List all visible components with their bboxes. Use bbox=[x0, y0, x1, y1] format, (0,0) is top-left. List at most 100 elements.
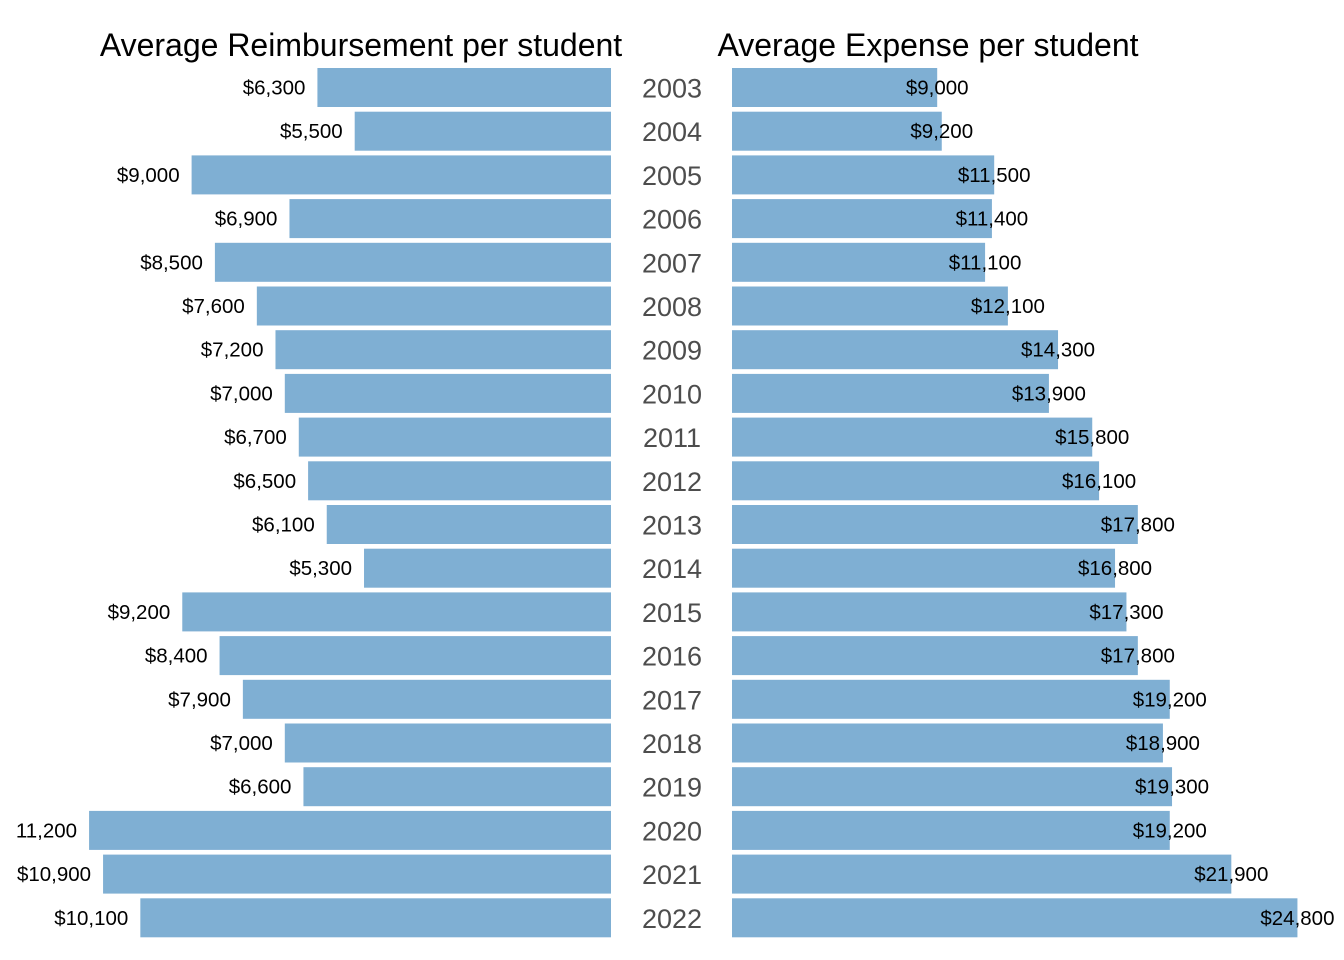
reimbursement-bar-2019 bbox=[303, 767, 611, 807]
year-label-2015: 2015 bbox=[642, 598, 702, 628]
year-label-2011: 2011 bbox=[643, 423, 701, 453]
reimbursement-bars: $6,300 $5,500 $9,000 $6,900 $8,500 $7,600 $7,2… bbox=[16, 68, 612, 938]
reimbursement-label-2022: $10,100 bbox=[54, 907, 128, 930]
expense-label-2017: $19,200 bbox=[1133, 688, 1207, 711]
expense-label-2004: $9,200 bbox=[910, 120, 973, 143]
reimbursement-label-2007: $8,500 bbox=[140, 251, 203, 274]
reimbursement-label-2018: $7,000 bbox=[210, 732, 273, 755]
year-label-2014: 2014 bbox=[642, 554, 702, 584]
expense-bar-2016 bbox=[732, 636, 1138, 676]
expense-bar-2008 bbox=[732, 286, 1008, 326]
reimbursement-label-2020: 11,200 bbox=[16, 819, 77, 842]
reimbursement-label-2015: $9,200 bbox=[108, 601, 171, 624]
reimbursement-label-2004: $5,500 bbox=[280, 120, 343, 143]
year-label-2022: 2022 bbox=[642, 904, 702, 934]
year-label-2018: 2018 bbox=[642, 729, 702, 759]
reimbursement-label-2012: $6,500 bbox=[233, 470, 296, 493]
reimbursement-label-2009: $7,200 bbox=[201, 339, 264, 362]
year-label-2007: 2007 bbox=[642, 248, 702, 278]
left-chart-title: Average Reimbursement per student bbox=[100, 27, 622, 63]
reimbursement-bar-2022 bbox=[140, 898, 611, 938]
expense-label-2006: $11,400 bbox=[956, 208, 1029, 231]
expense-label-2010: $13,900 bbox=[1012, 382, 1086, 405]
reimbursement-label-2019: $6,600 bbox=[229, 776, 292, 799]
expense-label-2009: $14,300 bbox=[1021, 339, 1095, 362]
year-label-2004: 2004 bbox=[642, 117, 702, 147]
expense-bar-2021 bbox=[732, 854, 1232, 894]
expense-bar-2004 bbox=[732, 111, 942, 151]
reimbursement-bar-2005 bbox=[191, 155, 611, 195]
expense-label-2011: $15,800 bbox=[1055, 426, 1129, 449]
year-label-2005: 2005 bbox=[642, 161, 702, 191]
year-label-2006: 2006 bbox=[642, 205, 702, 235]
expense-bar-2005 bbox=[732, 155, 995, 195]
reimbursement-bar-2020 bbox=[89, 810, 611, 850]
year-label-2013: 2013 bbox=[642, 511, 702, 541]
expense-bar-2012 bbox=[732, 461, 1100, 501]
reimbursement-bar-2011 bbox=[298, 417, 611, 457]
expense-label-2018: $18,900 bbox=[1126, 732, 1200, 755]
expense-bars: $9,000 $9,200 $11,500 $11,400 $11,100 $12,100… bbox=[732, 68, 1334, 938]
expense-label-2019: $19,300 bbox=[1135, 776, 1209, 799]
reimbursement-bar-2007 bbox=[214, 242, 611, 282]
expense-bar-2003 bbox=[732, 68, 938, 107]
reimbursement-bar-2015 bbox=[182, 592, 611, 632]
reimbursement-bar-2004 bbox=[354, 111, 611, 151]
reimbursement-label-2011: $6,700 bbox=[224, 426, 287, 449]
reimbursement-label-2010: $7,000 bbox=[210, 382, 273, 405]
year-label-2010: 2010 bbox=[642, 379, 702, 409]
reimbursement-bar-2014 bbox=[364, 548, 611, 588]
expense-bar-2009 bbox=[732, 330, 1059, 370]
reimbursement-bar-2012 bbox=[308, 461, 611, 501]
reimbursement-label-2003: $6,300 bbox=[243, 77, 306, 100]
reimbursement-label-2021: $10,900 bbox=[17, 863, 91, 886]
expense-bar-2018 bbox=[732, 723, 1163, 763]
expense-label-2003: $9,000 bbox=[906, 77, 969, 100]
expense-bar-2020 bbox=[732, 810, 1170, 850]
reimbursement-label-2008: $7,600 bbox=[182, 295, 245, 318]
reimbursement-label-2005: $9,000 bbox=[117, 164, 180, 187]
reimbursement-bar-2009 bbox=[275, 330, 611, 370]
year-label-2009: 2009 bbox=[642, 336, 702, 366]
reimbursement-label-2016: $8,400 bbox=[145, 645, 208, 668]
reimbursement-label-2017: $7,900 bbox=[168, 688, 231, 711]
expense-bar-2022 bbox=[732, 898, 1298, 938]
year-label-2017: 2017 bbox=[642, 685, 702, 715]
reimbursement-bar-2018 bbox=[284, 723, 611, 763]
year-label-2012: 2012 bbox=[642, 467, 702, 497]
expense-bar-2007 bbox=[732, 242, 986, 282]
year-label-2003: 2003 bbox=[642, 74, 702, 104]
reimbursement-bar-2013 bbox=[326, 505, 611, 544]
expense-label-2007: $11,100 bbox=[949, 251, 1022, 274]
right-chart-title: Average Expense per student bbox=[717, 27, 1138, 63]
year-labels: 2003 2004 2005 2006 2007 2008 2009 2010 2011 2012… bbox=[642, 74, 702, 934]
year-label-2021: 2021 bbox=[642, 860, 702, 890]
expense-label-2021: $21,900 bbox=[1194, 863, 1268, 886]
reimbursement-label-2013: $6,100 bbox=[252, 514, 315, 537]
expense-bar-2010 bbox=[732, 373, 1049, 413]
year-label-2020: 2020 bbox=[642, 816, 702, 846]
reimbursement-bar-2017 bbox=[242, 679, 612, 719]
expense-label-2005: $11,500 bbox=[958, 164, 1031, 187]
reimbursement-bar-2003 bbox=[317, 68, 611, 107]
expense-label-2013: $17,800 bbox=[1101, 514, 1175, 537]
expense-label-2020: $19,200 bbox=[1133, 819, 1207, 842]
expense-bar-2015 bbox=[732, 592, 1127, 632]
reimbursement-bar-2016 bbox=[219, 636, 611, 676]
expense-label-2012: $16,100 bbox=[1062, 470, 1136, 493]
reimbursement-bar-2008 bbox=[256, 286, 611, 326]
expense-label-2022: $24,800 bbox=[1260, 907, 1334, 930]
reimbursement-label-2006: $6,900 bbox=[215, 208, 278, 231]
expense-label-2015: $17,300 bbox=[1089, 601, 1163, 624]
expense-label-2014: $16,800 bbox=[1078, 557, 1152, 580]
reimbursement-bar-2006 bbox=[289, 199, 611, 239]
expense-bar-2019 bbox=[732, 767, 1173, 807]
expense-bar-2017 bbox=[732, 679, 1170, 719]
reimbursement-bar-2021 bbox=[103, 854, 611, 894]
expense-bar-2006 bbox=[732, 199, 992, 239]
year-label-2016: 2016 bbox=[642, 642, 702, 672]
expense-label-2008: $12,100 bbox=[971, 295, 1045, 318]
reimbursement-bar-2010 bbox=[284, 373, 611, 413]
year-label-2019: 2019 bbox=[642, 773, 702, 803]
expense-bar-2013 bbox=[732, 505, 1138, 544]
